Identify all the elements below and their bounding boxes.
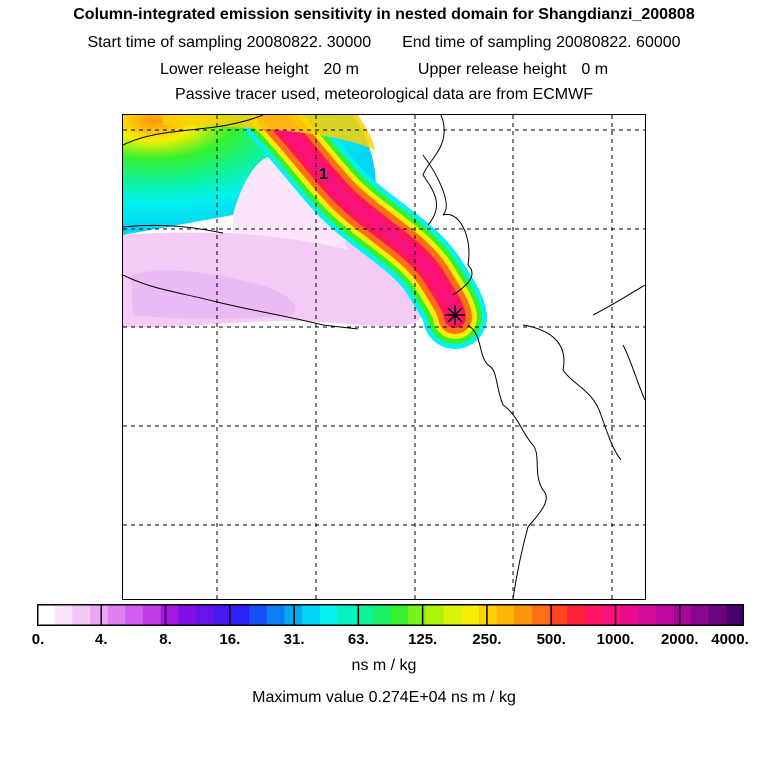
colorbar-tick-label: 63. (347, 631, 369, 648)
colorbar-swatch (231, 604, 250, 626)
plume-label: 1 (319, 166, 328, 183)
colorbar-swatch (249, 604, 268, 626)
start-value: 20080822. 30000 (246, 34, 372, 51)
colorbar-swatch (708, 604, 727, 626)
colorbar-tick-label: 31. (283, 631, 305, 648)
colorbar-swatch (390, 604, 409, 626)
colorbar-tick-label: 250. (472, 631, 502, 648)
colorbar-swatch (690, 604, 710, 626)
colorbar-tick-label: 0. (31, 631, 45, 648)
colorbar-swatch (673, 604, 692, 626)
colorbar-swatch (461, 604, 480, 626)
colorbar-swatch (531, 604, 551, 626)
colorbar-tick-label: 500. (536, 631, 566, 648)
release-heights: Lower release height 20 m Upper release … (0, 61, 768, 79)
sensitivity-gap (233, 157, 348, 250)
colorbar-swatch (90, 604, 109, 626)
sampling-times: Start time of sampling 20080822. 30000 E… (0, 34, 768, 52)
colorbar-swatch (602, 604, 621, 626)
model-note: Passive tracer used, meteorological data… (175, 86, 593, 103)
plume-fringe (163, 115, 375, 150)
colorbar-border (37, 604, 744, 626)
colorbar-swatch (478, 604, 498, 626)
sensitivity-map: 1 (122, 114, 646, 600)
colorbar-swatch (637, 604, 657, 626)
lower-label: Lower release height (159, 61, 309, 78)
colorbar-swatch (408, 604, 427, 626)
colorbar-swatch (567, 604, 586, 626)
sensitivity-low-patch (131, 270, 296, 319)
maximum-units: ns m / kg (450, 689, 516, 706)
maximum-number: 0.274E+04 (368, 689, 447, 706)
colorbar-swatch (196, 604, 215, 626)
colorbar-swatch (54, 604, 73, 626)
colorbar-swatch (107, 604, 126, 626)
colorbar-swatch (355, 604, 374, 626)
colorbar-swatch (143, 604, 162, 626)
colorbar-swatch (620, 604, 639, 626)
colorbar (37, 604, 744, 626)
colorbar-swatch (319, 604, 338, 626)
start-label: Start time of sampling (87, 34, 243, 51)
map-canvas: 1 (123, 115, 645, 599)
colorbar-tick-label: 2000. (660, 631, 699, 648)
colorbar-swatch (213, 604, 232, 626)
colorbar-tick-label: 125. (408, 631, 438, 648)
colorbar-tick-label: 16. (219, 631, 241, 648)
upper-value: 0 m (581, 61, 609, 78)
colorbar-swatch (655, 604, 674, 626)
station-star-icon (445, 305, 465, 325)
colorbar-tick-label: 4. (95, 631, 108, 648)
maximum-value: Maximum value 0.274E+04 ns m / kg (0, 689, 768, 707)
lat-lon-grid (123, 115, 645, 599)
colorbar-swatch (72, 604, 91, 626)
colorbar-swatch (443, 604, 462, 626)
end-value: 20080822. 60000 (555, 34, 681, 51)
colorbar-swatch (549, 604, 568, 626)
colorbar-swatch (302, 604, 321, 626)
colorbar-tick-label: 8. (159, 631, 172, 648)
upper-label: Upper release height (417, 61, 567, 78)
colorbar-swatch (160, 604, 179, 626)
colorbar-swatch (37, 604, 56, 626)
colorbar-units: ns m / kg (351, 657, 417, 674)
colorbar-tick-label: 1000. (596, 631, 635, 648)
plume (241, 115, 487, 349)
colorbar-swatch (425, 604, 445, 626)
colorbar-swatch (125, 604, 144, 626)
colorbar-swatch (266, 604, 285, 626)
colorbar-swatch (514, 604, 533, 626)
lower-value: 20 m (323, 61, 359, 78)
colorbar-swatch (337, 604, 356, 626)
colorbar-swatch (372, 604, 391, 626)
colorbar-tick-label: 4000. (711, 631, 749, 648)
maximum-label: Maximum value (252, 689, 365, 706)
colorbar-swatch (726, 604, 744, 626)
colorbar-swatch (584, 604, 604, 626)
end-label: End time of sampling (402, 34, 552, 51)
map-title: Column-integrated emission sensitivity i… (73, 6, 695, 23)
colorbar-swatch (178, 604, 197, 626)
colorbar-swatch (496, 604, 515, 626)
